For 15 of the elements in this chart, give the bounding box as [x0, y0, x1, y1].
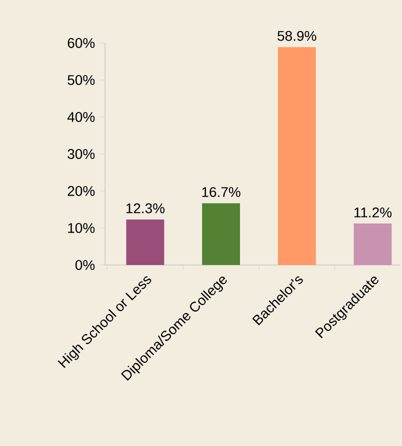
- data-label: 58.9%: [278, 30, 316, 41]
- data-label: 11.2%: [354, 207, 392, 218]
- bar: [278, 47, 316, 265]
- data-label: 16.7%: [202, 187, 240, 198]
- bar: [354, 224, 392, 265]
- y-tick-label: 20%: [68, 186, 95, 196]
- bar: [126, 219, 164, 265]
- bar: [202, 203, 240, 265]
- y-tick-label: 60%: [68, 38, 95, 48]
- y-tick-label: 30%: [68, 149, 95, 159]
- y-tick-label: 40%: [67, 112, 95, 122]
- y-tick-label: 50%: [68, 75, 95, 85]
- y-tick-label: 0%: [75, 260, 95, 270]
- y-tick-label: 10%: [68, 223, 95, 233]
- data-label: 12.3%: [126, 203, 165, 214]
